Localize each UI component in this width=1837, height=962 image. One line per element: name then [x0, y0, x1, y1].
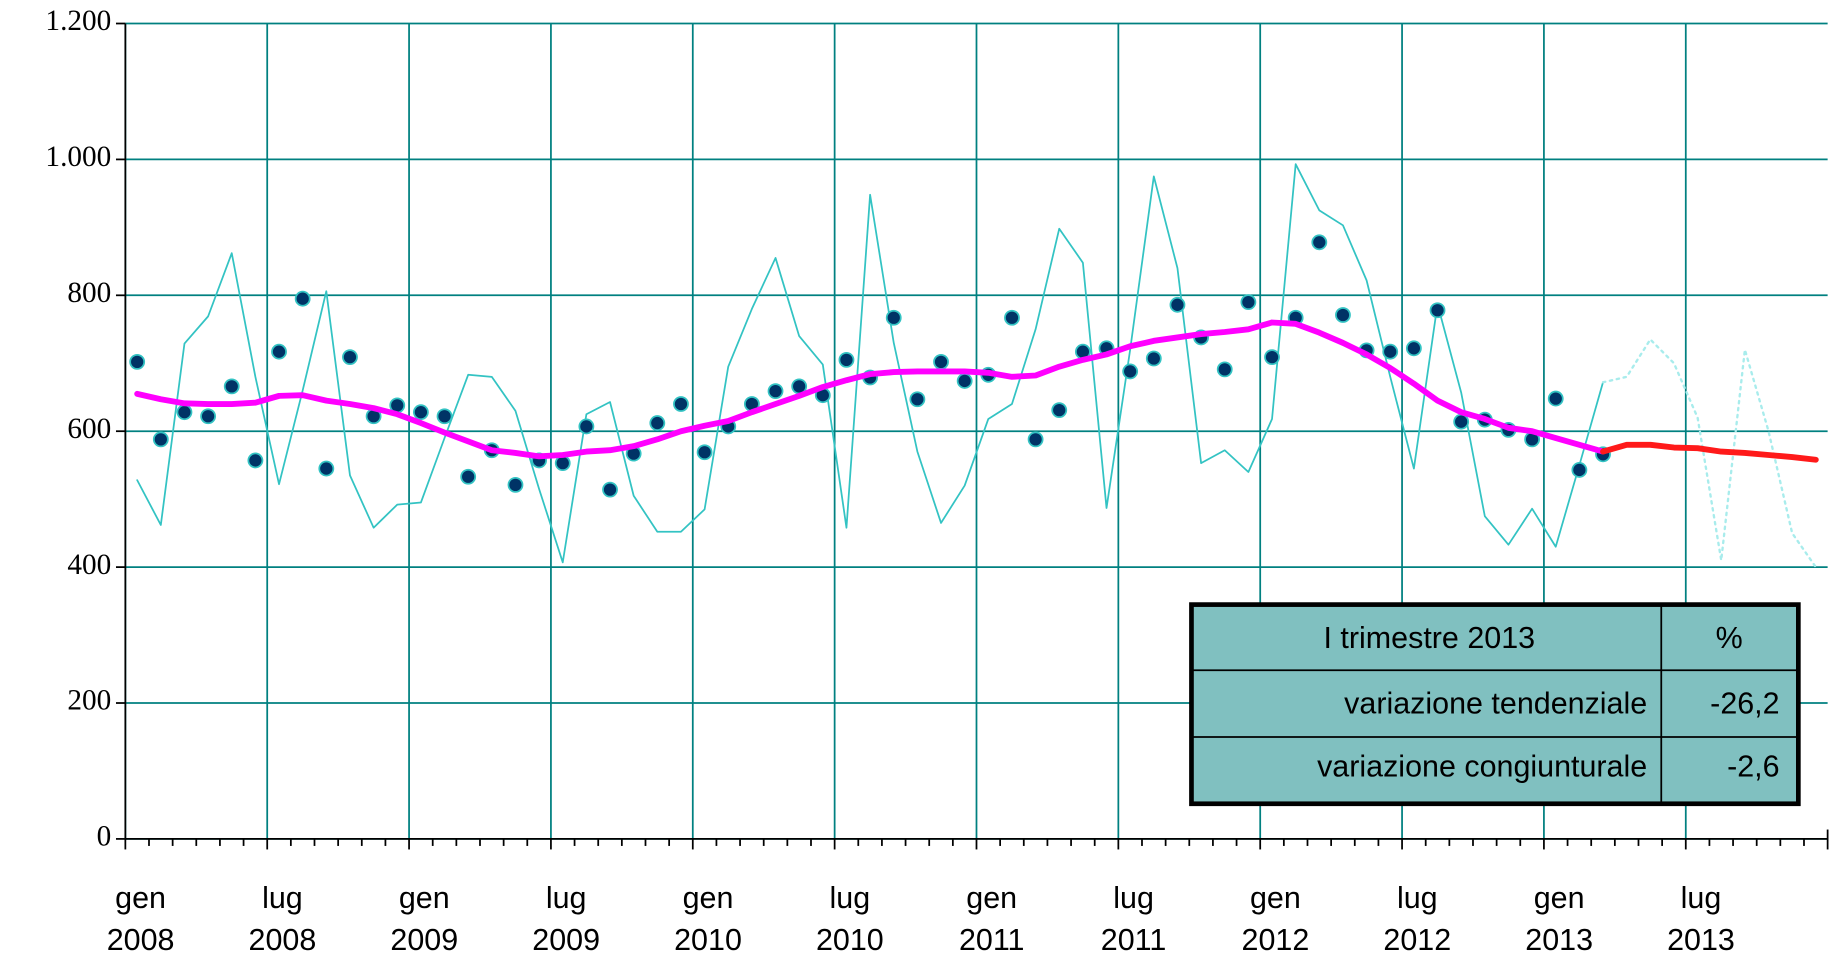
series-line — [134, 319, 1606, 460]
y-tick-label: 600 — [67, 413, 111, 445]
data-point — [673, 396, 689, 412]
y-tick-label: 400 — [67, 549, 111, 581]
data-point — [1027, 431, 1044, 448]
table-cell: -2,6 — [1727, 750, 1779, 784]
y-tick-label: 200 — [67, 685, 111, 717]
x-tick-label-box: gen 2013 — [1525, 879, 1594, 958]
x-tick-label-box: lug 2013 — [1667, 879, 1735, 958]
data-point — [1169, 296, 1186, 313]
data-point — [1311, 234, 1328, 251]
data-point — [1382, 343, 1399, 360]
x-tick-label: gen 2008 — [106, 879, 175, 958]
y-tick-label: 1.200 — [45, 5, 111, 37]
x-tick-label: gen 2011 — [958, 879, 1025, 958]
data-point — [271, 343, 287, 360]
x-tick-label: lug 2008 — [248, 879, 317, 958]
data-point — [1145, 350, 1162, 367]
data-point — [247, 452, 264, 469]
data-point — [602, 481, 618, 498]
data-point — [649, 415, 666, 431]
data-point — [152, 431, 169, 448]
data-point — [578, 418, 595, 435]
x-tick-label-box: gen 2010 — [674, 879, 742, 958]
data-point — [1453, 413, 1470, 430]
data-point — [554, 455, 571, 472]
data-point — [1004, 309, 1020, 326]
x-tick-label-box: gen 2012 — [1241, 879, 1310, 958]
x-tick-label: lug 2012 — [1383, 879, 1452, 958]
y-tick-label: 1.000 — [45, 141, 111, 173]
table-cell: variazione congiunturale — [1317, 750, 1647, 784]
data-point — [1216, 361, 1233, 378]
x-tick-label-box: gen 2008 — [106, 879, 175, 958]
data-point — [1335, 307, 1351, 323]
x-tick-label: lug 2009 — [532, 879, 601, 958]
table-frame — [1189, 602, 1801, 807]
data-point — [1547, 390, 1564, 407]
x-tick-label: gen 2012 — [1241, 879, 1310, 958]
x-tick-label-box: lug 2011 — [1100, 879, 1167, 958]
x-tick-label: lug 2013 — [1667, 879, 1735, 958]
data-point — [909, 391, 926, 408]
data-point — [342, 349, 358, 366]
data-point — [436, 408, 453, 425]
series-line — [1601, 338, 1817, 569]
data-point — [460, 468, 477, 485]
table-cell: I trimestre 2013 — [1324, 621, 1536, 655]
data-point — [318, 460, 335, 477]
table-cell: variazione tendenziale — [1344, 686, 1647, 720]
data-point — [223, 378, 240, 395]
data-point — [1240, 294, 1257, 311]
data-point — [1264, 349, 1280, 366]
data-point — [1429, 302, 1446, 319]
data-point — [176, 404, 193, 421]
plot-area — [129, 163, 1819, 569]
data-point — [129, 353, 146, 370]
summary-table: I trimestre 2013 % variazione tendenzial… — [1189, 602, 1801, 807]
series-line — [136, 163, 1604, 564]
grid: 0 200 400 600 800 1.000 1.200 gen 2008 lug 2008 g… — [45, 5, 1829, 958]
data-point — [838, 351, 855, 368]
data-point — [1122, 363, 1139, 380]
table-cell: % — [1716, 621, 1743, 655]
data-point — [1571, 462, 1588, 478]
series-line — [1600, 441, 1819, 463]
x-tick-label: lug 2011 — [1100, 879, 1167, 958]
x-tick-label: lug 2010 — [815, 879, 884, 958]
x-tick-label-box: lug 2012 — [1383, 879, 1452, 958]
x-tick-label-box: gen 2009 — [390, 879, 459, 958]
x-tick-label: gen 2010 — [674, 879, 742, 958]
data-point — [767, 383, 784, 400]
x-tick-label-box: lug 2010 — [815, 879, 884, 958]
table-cell: -26,2 — [1710, 686, 1779, 720]
data-point — [412, 404, 429, 421]
data-point — [200, 408, 217, 425]
y-tick-label: 0 — [97, 821, 112, 853]
data-point — [933, 353, 949, 370]
data-point — [1051, 402, 1068, 419]
x-tick-label: gen 2009 — [390, 879, 459, 958]
x-tick-label: gen 2013 — [1525, 879, 1594, 958]
data-point — [1405, 340, 1422, 357]
data-point — [956, 373, 973, 389]
data-point — [885, 309, 902, 326]
y-tick-label: 800 — [67, 277, 111, 309]
data-point — [696, 444, 713, 461]
x-tick-label-box: lug 2009 — [532, 879, 601, 958]
data-point — [507, 476, 524, 493]
x-tick-label-box: lug 2008 — [248, 879, 317, 958]
x-tick-label-box: gen 2011 — [958, 879, 1025, 958]
data-point — [294, 290, 311, 307]
